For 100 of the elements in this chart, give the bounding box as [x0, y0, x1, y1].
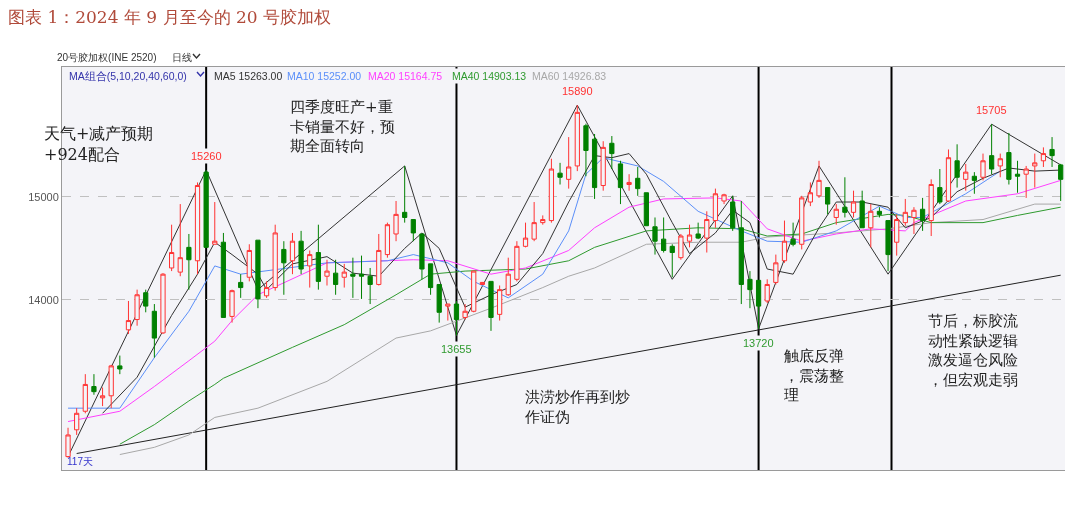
candlestick [928, 178, 934, 237]
candlestick [143, 289, 149, 313]
text: MA20 15164.75 [368, 70, 443, 82]
candlestick [410, 219, 416, 242]
candlestick [859, 190, 865, 229]
candlestick [574, 104, 580, 172]
candlestick [781, 220, 788, 264]
candlestick [635, 166, 641, 197]
candlestick [255, 239, 261, 309]
candlestick [894, 213, 900, 257]
candlestick [609, 135, 615, 170]
candlestick [263, 280, 270, 299]
candlestick [367, 267, 373, 305]
candlestick [902, 198, 908, 227]
candlestick [246, 243, 252, 282]
annotation: 节后，标胶流动性紧缺逻辑激发逼仓风险，但宏观走弱 [928, 312, 1018, 389]
candlestick [764, 278, 770, 304]
candlestick [1014, 160, 1021, 194]
candlestick [738, 200, 744, 305]
candlestick [825, 187, 831, 215]
candlestick [82, 373, 88, 414]
text: MA10 15252.00 [287, 70, 362, 82]
y-tick-label: 14000 [28, 293, 59, 306]
text: MA5 15263.00 [214, 70, 283, 82]
candlestick [695, 222, 701, 240]
candlestick [160, 272, 166, 335]
candlestick [868, 203, 874, 248]
candlestick [626, 173, 632, 192]
candlestick [721, 193, 727, 205]
candlestick [436, 283, 442, 324]
candlestick [773, 254, 779, 285]
candlestick [540, 214, 546, 226]
candlestick [850, 190, 857, 218]
candlestick [799, 195, 805, 250]
candlestick [462, 303, 468, 321]
candlestick [678, 233, 684, 261]
candlestick [91, 373, 97, 396]
candlestick [1023, 165, 1029, 199]
candlestick [505, 257, 511, 297]
candlestick [74, 407, 80, 436]
candlestick [220, 232, 227, 318]
candlestick [1032, 153, 1038, 189]
text: 日线 [172, 52, 192, 63]
candlestick [919, 197, 926, 232]
candlestick [945, 148, 952, 203]
candlestick [980, 153, 986, 181]
candlestick [194, 181, 201, 275]
candlestick [324, 259, 330, 287]
candlestick [212, 201, 218, 245]
candlestick [298, 230, 304, 275]
candlestick [402, 165, 408, 224]
candlestick [617, 160, 624, 205]
candlestick [289, 232, 296, 275]
annotation: 13720 [743, 337, 774, 349]
candlestick [99, 387, 106, 407]
candlestick [117, 355, 123, 375]
candlestick [583, 123, 589, 177]
candlestick [643, 192, 649, 227]
candlestick [341, 263, 347, 289]
candlestick [712, 188, 719, 229]
candlestick [272, 224, 278, 292]
candlestick [281, 240, 287, 296]
annotation: 15260 [191, 150, 222, 162]
candlestick [833, 203, 839, 226]
candlestick [471, 270, 477, 313]
candlestick [203, 169, 209, 248]
candlestick [65, 427, 71, 459]
candlestick [384, 222, 391, 259]
annotation: 15890 [562, 85, 593, 97]
candlestick [600, 140, 606, 192]
candlestick [238, 273, 244, 299]
candlestick [911, 206, 917, 235]
y-tick-label: 15000 [28, 190, 59, 203]
candlestick [453, 300, 460, 336]
candlestick [842, 176, 848, 218]
text: 20号胶加权(INE 2520) [57, 52, 157, 63]
candlestick [229, 289, 235, 324]
candlestick [954, 143, 960, 189]
candlestick [514, 240, 520, 282]
candlestick [445, 303, 451, 322]
candlestick [669, 243, 675, 278]
annotation: 13655 [441, 343, 472, 355]
candlestick [807, 181, 813, 207]
candlestick [557, 162, 563, 185]
candlestick [419, 233, 425, 280]
candlestick [937, 168, 943, 205]
candlestick [1006, 132, 1012, 185]
candlestick [1058, 163, 1064, 202]
candlestick [963, 163, 969, 192]
candlestick [686, 224, 693, 248]
text: MA60 14926.83 [532, 70, 607, 82]
candlestick [661, 216, 667, 254]
candlestick [704, 210, 710, 254]
candlestick [548, 158, 555, 224]
candlestick [315, 224, 321, 291]
candlestick [522, 222, 529, 248]
candlestick [488, 280, 494, 332]
candlestick [350, 257, 356, 299]
candlestick [876, 206, 883, 218]
candlestick [333, 259, 339, 296]
